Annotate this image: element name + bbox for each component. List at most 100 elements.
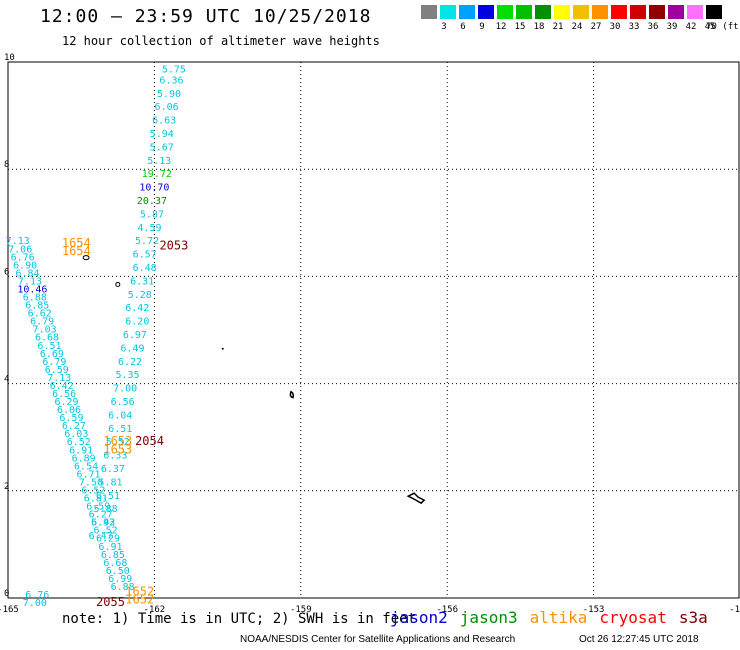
wave-height-label: 6.03 <box>64 429 88 440</box>
wave-height-label: 5.81 <box>98 477 122 488</box>
wave-height-label: 5.72 <box>135 236 159 247</box>
wave-height-label: 6.59 <box>59 413 83 424</box>
wave-height-label: 6.51 <box>37 341 61 352</box>
chart-subtitle: 12 hour collection of altimeter wave hei… <box>62 34 380 48</box>
colorbar-swatch <box>554 5 570 19</box>
wave-height-label: 6.85 <box>101 550 125 561</box>
colorbar-swatch <box>440 5 456 19</box>
wave-height-label: 6.27 <box>89 510 113 521</box>
wave-height-label: 6.90 <box>13 260 37 271</box>
chart-title: 12:00 — 23:59 UTC 10/25/2018 <box>40 6 372 27</box>
colorbar-label: 18 <box>533 22 545 32</box>
wave-height-label: 5.87 <box>140 209 164 220</box>
legend-item-jason3: jason3 <box>459 608 518 627</box>
wave-height-label: 6.51 <box>108 424 132 435</box>
wave-height-label: 4.59 <box>137 223 161 234</box>
wave-height-label: 5.52 <box>106 437 130 448</box>
colorbar-label: 15 <box>514 22 526 32</box>
colorbar-label: 45 <box>704 22 716 32</box>
colorbar-swatch <box>649 5 665 19</box>
wave-height-label: 6.71 <box>76 469 100 480</box>
wave-height-label: 6.06 <box>57 405 81 416</box>
wave-height-label: 6.59 <box>45 365 69 376</box>
legend-item-cryosat: cryosat <box>599 608 667 627</box>
colorbar-swatch <box>459 5 475 19</box>
wave-height-label: 7.00 <box>113 384 137 395</box>
colorbar-label: 3 <box>441 22 447 32</box>
wave-height-label: 5.88 <box>94 504 118 515</box>
x-tick-label: -150 <box>729 605 740 615</box>
wave-height-label: 6.81 <box>84 494 108 505</box>
colorbar-swatch <box>592 5 608 19</box>
pass-time-label: 1652 <box>125 592 154 606</box>
legend-item-jason2: jason2 <box>390 608 448 627</box>
pass-time-label: 1653 <box>103 442 132 456</box>
wave-height-label: 5.93 <box>91 518 115 529</box>
wave-height-label: 6.84 <box>15 268 39 279</box>
wave-height-label: 6.56 <box>52 389 76 400</box>
wave-height-label: 5.28 <box>128 290 152 301</box>
wave-height-label: 6.59 <box>86 502 110 513</box>
wave-height-label: 6.06 <box>155 102 179 113</box>
wave-height-label: 5.35 <box>116 370 140 381</box>
wave-height-label: 7.06 <box>8 244 32 255</box>
y-tick-label: 10 <box>4 53 15 63</box>
wave-height-label: 6.49 <box>120 343 144 354</box>
wave-height-label: 6.42 <box>91 518 115 529</box>
colorbar-label: 39 <box>666 22 678 32</box>
y-tick-label: 0 <box>4 589 9 599</box>
wave-height-label: 6.48 <box>133 263 157 274</box>
colorbar-swatch <box>687 5 703 19</box>
colorbar-swatch <box>421 5 437 19</box>
wave-height-label: 7.13 <box>18 276 42 287</box>
pass-time-label: 1654 <box>62 244 91 258</box>
island-outline <box>406 492 426 505</box>
colorbar-swatch <box>573 5 589 19</box>
island-outline <box>82 255 90 261</box>
wave-height-label: 6.68 <box>103 558 127 569</box>
wave-height-label: 7.00 <box>23 598 47 609</box>
wave-height-label: 6.68 <box>35 333 59 344</box>
wave-height-label: 6.85 <box>25 301 49 312</box>
pass-time-label: 1652 <box>125 584 154 598</box>
wave-height-label: 6.51 <box>96 491 120 502</box>
wave-height-label: 6.04 <box>108 410 132 421</box>
x-tick-label: -162 <box>144 605 166 615</box>
wave-height-label: 6.62 <box>28 309 52 320</box>
colorbar-swatch <box>611 5 627 19</box>
wave-height-label: 6.22 <box>118 357 142 368</box>
colorbar-label: 42 <box>685 22 697 32</box>
colorbar-label: 36 <box>647 22 659 32</box>
x-tick-label: -156 <box>436 605 458 615</box>
wave-height-label: 6.89 <box>72 453 96 464</box>
wave-height-label: 6.88 <box>23 293 47 304</box>
colorbar-swatch <box>706 5 722 19</box>
wave-height-label: 6.79 <box>42 357 66 368</box>
colorbar-unit-label: 70 (ft) <box>706 22 740 32</box>
wave-height-label: 6.29 <box>96 534 120 545</box>
pass-time-label: 1654 <box>62 236 91 250</box>
chart-note: note: 1) Time is in UTC; 2) SWH is in fe… <box>62 611 417 627</box>
wave-height-label: 6.33 <box>103 451 127 462</box>
wave-height-label: 19.72 <box>142 169 172 180</box>
island-outline <box>115 281 121 287</box>
wave-height-label: 7.50 <box>79 477 103 488</box>
wave-height-label: 6.57 <box>133 250 157 261</box>
wave-height-label: 6.99 <box>108 574 132 585</box>
satellite-legend: jason2 jason3 altika cryosat s3a <box>390 608 720 627</box>
colorbar-label: 27 <box>590 22 602 32</box>
wave-height-label: 20.37 <box>137 196 167 207</box>
pass-time-label: 2053 <box>159 239 188 253</box>
y-tick-label: 2 <box>4 482 9 492</box>
wave-height-label: 6.36 <box>159 75 183 86</box>
colorbar-swatch <box>516 5 532 19</box>
wave-height-label: 6.88 <box>111 582 135 593</box>
wave-height-label: 6.91 <box>98 542 122 553</box>
wave-height-label: 6.76 <box>25 590 49 601</box>
wave-height-label: 6.31 <box>130 276 154 287</box>
wave-height-label: 6.20 <box>125 317 149 328</box>
wave-height-label: 6.29 <box>55 397 79 408</box>
wave-height-label: 10.70 <box>139 183 169 194</box>
wave-height-label: 6.69 <box>40 349 64 360</box>
